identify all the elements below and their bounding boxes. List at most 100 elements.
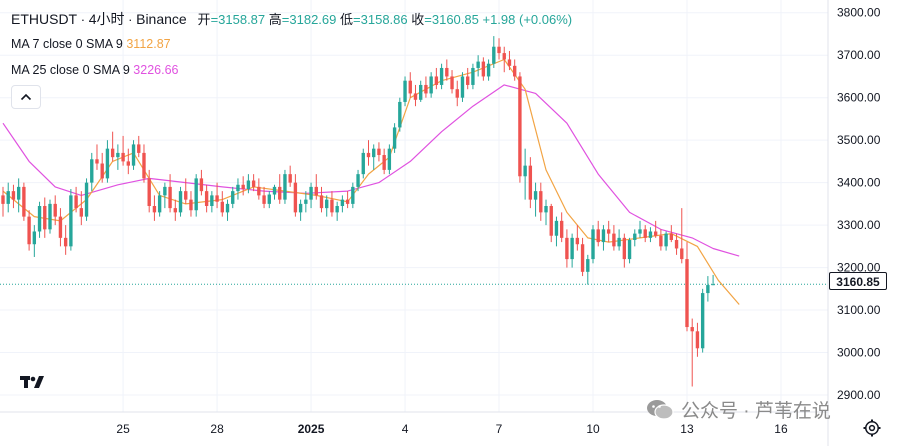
candle-body: [43, 206, 47, 230]
candle-body: [27, 216, 31, 245]
candle-body: [199, 178, 204, 192]
candle-body: [1, 195, 5, 204]
candle-body: [236, 184, 240, 192]
candle-body: [105, 148, 110, 179]
candle-body: [533, 191, 538, 200]
candle-body: [58, 216, 63, 238]
candle-body: [231, 191, 235, 204]
candle-body: [157, 195, 162, 213]
candle-body: [612, 233, 616, 247]
candle-body: [674, 239, 679, 249]
candle-body: [445, 67, 449, 77]
candles: [1, 36, 715, 387]
symbol-legend: ETHUSDT · 4小时 · Binance 开=3158.87 高=3182…: [11, 9, 572, 29]
price-axis[interactable]: 2900.00 3000.00 3100.00 3200.00 3300.00 3400.…: [827, 0, 881, 446]
candle-body: [194, 178, 198, 211]
candle-body: [460, 76, 465, 98]
candle-body: [413, 93, 418, 100]
candle-body: [283, 174, 287, 200]
interval-name[interactable]: 4小时: [88, 11, 125, 27]
symbol-name[interactable]: ETHUSDT: [11, 11, 78, 27]
time-tick-label: 28: [210, 422, 224, 436]
candle-body: [512, 65, 517, 77]
candle-body: [528, 165, 533, 200]
candle-body: [345, 199, 350, 204]
candle-body: [570, 237, 574, 260]
candle-body: [476, 61, 480, 68]
candle-body: [32, 231, 37, 245]
candle-body: [695, 331, 700, 349]
price-tick-label: 3700.00: [837, 48, 881, 62]
time-tick-label: 25: [116, 422, 130, 436]
time-tick-label: 4: [402, 422, 409, 436]
candle-body: [575, 237, 580, 245]
candle-body: [700, 293, 705, 349]
candle-body: [633, 233, 637, 240]
candle-body: [403, 80, 407, 102]
time-tick-label: 16: [774, 422, 788, 436]
candle-body: [680, 248, 684, 260]
tradingview-logo-icon[interactable]: [18, 370, 48, 399]
candle-body: [481, 61, 486, 77]
candle-body: [497, 46, 501, 54]
candle-body: [387, 148, 392, 170]
candle-body: [471, 67, 475, 85]
candle-body: [100, 163, 104, 179]
candle-body: [48, 203, 52, 230]
candle-body: [544, 206, 548, 213]
candle-body: [596, 229, 600, 243]
price-tick-label: 3300.00: [837, 218, 881, 232]
candle-body: [137, 144, 141, 153]
candle-body: [110, 148, 115, 158]
candle-body: [309, 186, 313, 200]
candle-body: [6, 191, 10, 204]
candle-body: [455, 89, 459, 98]
candle-body: [272, 186, 277, 195]
candle-body: [486, 63, 491, 77]
candle-body: [90, 159, 94, 183]
candle-body: [685, 259, 689, 328]
ma25-line: [2, 84, 740, 257]
candle-body: [225, 203, 230, 213]
candle-body: [617, 237, 621, 247]
ma7-legend[interactable]: MA 7 close 0 SMA 9 3112.87: [11, 37, 171, 51]
candle-body: [178, 191, 183, 213]
collapse-legend-button[interactable]: [11, 85, 41, 109]
high-value: =3182.69: [281, 12, 337, 27]
candle-body: [267, 194, 271, 204]
settings-icon[interactable]: [863, 419, 881, 442]
candle-body: [419, 84, 423, 100]
open-label: 开: [197, 12, 211, 27]
candle-body: [424, 84, 428, 94]
candle-body: [335, 206, 339, 213]
ma7-value: 3112.87: [126, 37, 171, 51]
time-tick-label: 7: [496, 422, 503, 436]
candle-body: [366, 152, 371, 158]
candle-body: [434, 76, 439, 85]
candle-body: [711, 284, 715, 286]
candle-body: [79, 208, 84, 217]
candle-body: [298, 203, 303, 213]
candle-body: [361, 152, 365, 175]
ma25-legend[interactable]: MA 25 close 0 SMA 9 3226.66: [11, 63, 178, 77]
time-tick-label: 10: [586, 422, 600, 436]
candle-body: [377, 148, 381, 156]
chevron-up-icon: [20, 93, 32, 101]
candle-body: [643, 229, 647, 238]
candle-body: [706, 285, 710, 294]
candle-body: [523, 165, 527, 177]
candle-body: [184, 191, 188, 200]
candle-body: [580, 244, 585, 272]
candle-body: [246, 180, 251, 190]
time-axis[interactable]: 25 28 2025 4 7 10 13 16: [0, 411, 828, 436]
candle-body: [330, 199, 334, 213]
candle-body: [319, 195, 324, 209]
candle-body: [565, 237, 569, 260]
price-tick-label: 3800.00: [837, 6, 881, 20]
candle-body: [11, 191, 16, 200]
candle-body: [53, 203, 57, 217]
price-tick-label: 2900.00: [837, 388, 881, 402]
ma7-label: MA 7 close 0 SMA 9: [11, 37, 123, 51]
candle-body: [392, 127, 397, 149]
